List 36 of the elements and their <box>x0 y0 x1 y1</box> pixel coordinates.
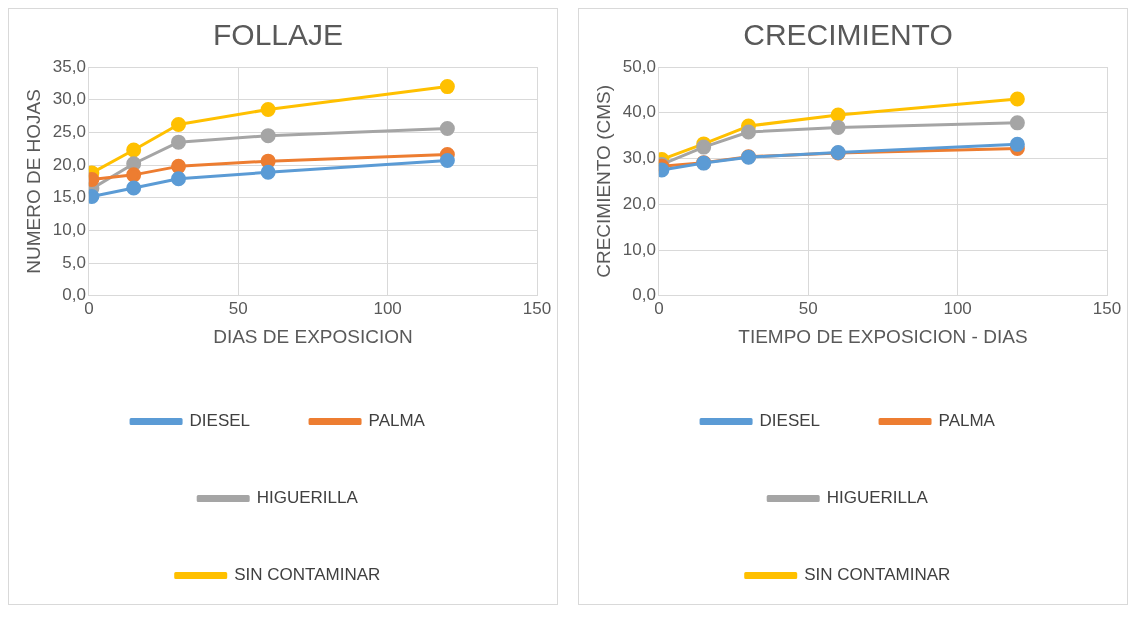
y-tick-label: 30,0 <box>52 89 86 109</box>
y-axis-title: NUMERO DE HOJAS <box>22 89 44 274</box>
x-tick-label: 150 <box>1092 298 1122 318</box>
y-tick-label: 35,0 <box>52 56 86 76</box>
y-tick-label: 50,0 <box>622 56 656 76</box>
legend-label: SIN CONTAMINAR <box>804 565 951 585</box>
x-tick-label: 50 <box>798 298 818 318</box>
legend-label: HIGUERILLA <box>256 488 359 508</box>
y-tick-label: 0,0 <box>62 285 86 305</box>
legend-label: PALMA <box>368 411 426 431</box>
y-tick-label: 40,0 <box>622 102 656 122</box>
x-axis-title: DIAS DE EXPOSICION <box>213 325 413 347</box>
y-axis-title: CRECIMIENTO (CMS) <box>592 84 614 278</box>
x-tick-label: 100 <box>373 298 402 318</box>
legend-label: SIN CONTAMINAR <box>234 565 381 585</box>
x-tick-label: 100 <box>943 298 972 318</box>
y-tick-label: 0,0 <box>632 285 656 305</box>
y-tick-label: 20,0 <box>52 154 86 174</box>
x-axis-title: TIEMPO DE EXPOSICION - DIAS <box>738 325 1028 347</box>
legend-label: HIGUERILLA <box>826 488 929 508</box>
legend-label: DIESEL <box>189 411 251 431</box>
x-tick-label: 150 <box>522 298 552 318</box>
y-tick-label: 15,0 <box>52 187 86 207</box>
chart-title: FOLLAJE <box>212 18 344 52</box>
y-tick-label: 25,0 <box>52 122 86 142</box>
chart-title: CRECIMIENTO <box>743 18 953 52</box>
y-tick-label: 10,0 <box>622 239 656 259</box>
legend-label: PALMA <box>938 411 996 431</box>
y-tick-label: 10,0 <box>52 220 86 240</box>
y-tick-label: 20,0 <box>622 193 656 213</box>
y-tick-label: 5,0 <box>62 252 86 272</box>
x-tick-label: 0 <box>654 298 664 318</box>
legend-label: DIESEL <box>759 411 821 431</box>
x-tick-label: 0 <box>84 298 94 318</box>
x-tick-label: 50 <box>228 298 248 318</box>
y-tick-label: 30,0 <box>622 148 656 168</box>
